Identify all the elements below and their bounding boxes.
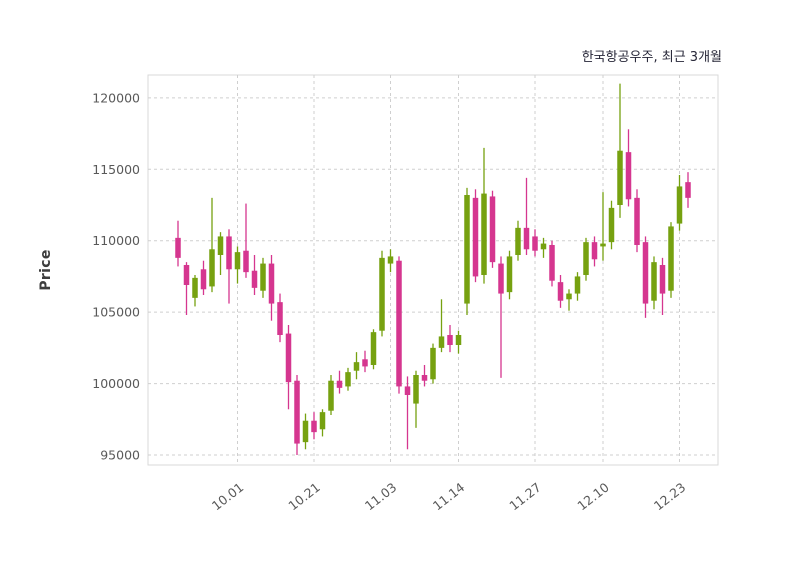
candle-body [506,256,513,293]
candle-body [566,293,572,300]
candle-body [183,265,190,285]
plot-border [147,74,719,466]
y-tick-label: 105000 [92,305,140,320]
candle-body [319,412,326,430]
candle-body [302,420,309,443]
candle-body [642,242,649,304]
candle-body [472,197,479,277]
candle-body [396,260,402,387]
chart-title: 한국항공우주, 최근 3개월 [581,50,722,65]
candle-body [668,226,674,291]
candle-body [447,335,453,345]
candle-body [608,207,615,243]
candle-body [583,242,589,275]
candle-body [192,277,198,298]
candle-body [421,375,428,381]
candle-body [345,372,351,387]
candle-body [209,249,215,287]
x-tick-label: 10.01 [209,480,246,514]
y-tick-label: 120000 [92,90,140,105]
candle-body [277,302,283,335]
candle-body [200,269,207,290]
candle-body [243,250,249,273]
candle-body [540,243,547,250]
candle-body [676,186,683,224]
candle-body [634,197,640,245]
candle-body [413,375,419,404]
candle-body [523,227,530,250]
candle-body [404,386,411,395]
candle-body [353,362,360,371]
candle-body [532,236,538,251]
candle-body [268,263,275,304]
candle-body [591,242,598,260]
y-tick-label: 110000 [92,233,140,248]
candle-body [685,182,691,198]
candle-body [175,237,181,258]
candle-body [438,336,445,348]
candle-body [226,236,232,270]
candle-body [285,333,292,383]
candle-body [464,195,470,304]
candle-body [651,262,657,301]
candle-body [294,380,300,444]
candle-body [625,152,632,200]
candle-body [659,265,666,294]
x-tick-label: 12.10 [574,480,611,514]
candle-body [370,332,377,365]
candle-body [234,252,241,270]
candle-body [557,282,564,301]
y-tick-label: 95000 [100,448,140,463]
y-tick-label: 115000 [92,162,140,177]
candle-body [217,236,224,255]
candle-body [379,257,385,331]
candle-body [362,359,368,367]
candle-body [430,347,436,380]
candle-body [387,256,394,264]
candle-body [549,245,555,281]
candle-body [617,150,623,205]
x-tick-label: 11.14 [430,480,467,514]
candle-body [260,263,266,291]
candle-body [498,263,504,294]
x-tick-label: 12.23 [651,480,688,514]
candle-body [481,193,487,275]
x-tick-label: 11.03 [362,480,399,514]
candle-body [336,380,343,388]
candle-body [600,243,606,247]
candle-body [311,420,317,433]
candle-body [251,270,258,288]
x-tick-label: 11.27 [506,480,543,514]
candle-body [515,227,521,255]
candle-body [455,335,462,345]
candle-body [328,380,334,411]
y-tick-label: 100000 [92,376,140,391]
candle-body [489,196,496,263]
candle-body [574,276,581,294]
x-tick-label: 10.21 [285,480,322,514]
